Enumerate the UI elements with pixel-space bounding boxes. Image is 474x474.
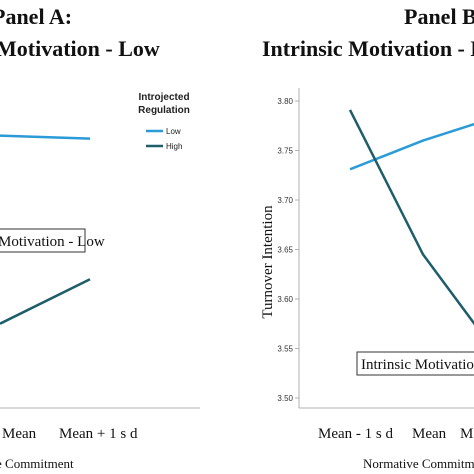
panel-a-line-high	[0, 278, 91, 325]
panel-b-header: Panel B:	[404, 4, 474, 29]
panel-a-title: Motivation - Low	[0, 36, 160, 61]
legend-label-low: Low	[166, 127, 181, 136]
panel-b-plot: 3.80 3.75 3.70 3.65 3.60 3.55 3.50 Intrinsic M…	[260, 88, 474, 471]
panel-b-y-axis-label: Turnover Intention	[260, 205, 276, 319]
panel-a-annotation-box	[0, 228, 86, 253]
panel-b-title: Intrinsic Motivation - High	[262, 36, 474, 61]
panel-b-line-low	[349, 122, 474, 171]
legend-label-high: High	[166, 142, 182, 151]
panel-a-line-low	[0, 134, 91, 140]
panel-b-y-tick-label: 3.60	[277, 295, 293, 304]
legend: Introjected Regulation Low High	[138, 92, 190, 151]
panel-b-y-tick-label: 3.50	[277, 394, 293, 403]
legend-title-line2: Regulation	[138, 105, 190, 116]
panel-a-x-axis-label: e Commitment	[0, 456, 74, 471]
panel-b-y-tick-label: 3.75	[277, 147, 293, 156]
panel-a-tick-label-mean-plus: Mean + 1 s d	[59, 426, 138, 442]
panel-a-tick-label-mean: Mean	[2, 426, 37, 442]
panel-b-y-tick-label: 3.80	[277, 97, 293, 106]
panel-b-y-tick-label: 3.55	[277, 345, 293, 354]
panel-b-annotation-box	[356, 351, 474, 376]
panel-a-header: Panel A:	[0, 4, 72, 29]
legend-title-line1: Introjected	[138, 92, 189, 103]
panel-b-y-tick-label: 3.65	[277, 246, 293, 255]
panel-b-y-tick-label: 3.70	[277, 196, 293, 205]
panel-b-line-high	[348, 109, 474, 326]
panel-b-x-axis-label: Normative Commitment	[363, 456, 474, 471]
panel-a-plot: Motivation - Low Mean Mean + 1 s d e Com…	[0, 134, 200, 471]
panel-b-tick-label-mean-minus: Mean - 1 s d	[318, 426, 393, 442]
panel-b-annotation: Intrinsic Motivation -	[361, 357, 474, 373]
panel-a-annotation: Motivation - Low	[0, 234, 105, 250]
panel-b-tick-label-mean-plus: Mean + 1 s d	[460, 426, 474, 442]
panel-b-tick-label-mean: Mean	[412, 426, 447, 442]
